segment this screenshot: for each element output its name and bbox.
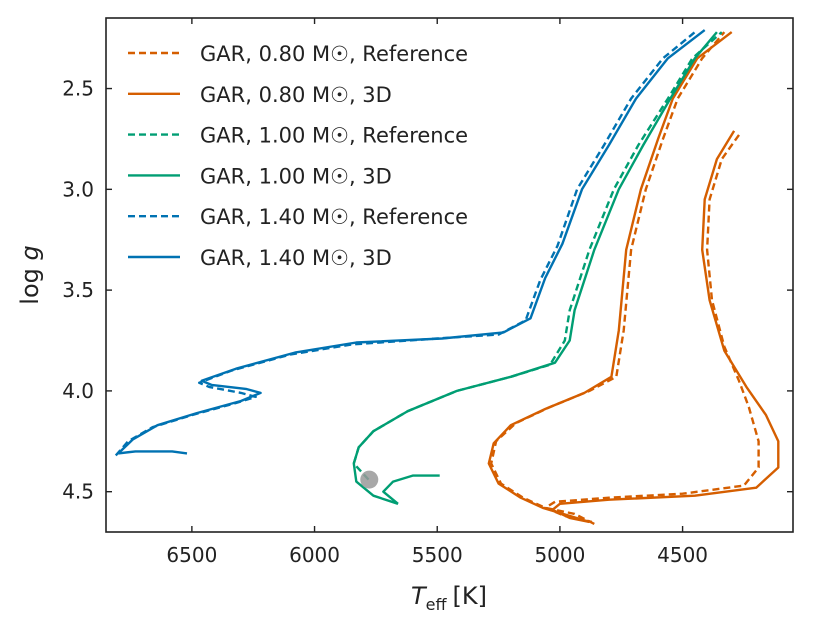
series-line-6 xyxy=(352,31,718,505)
sun-marker xyxy=(360,470,379,489)
x-tick-label: 6000 xyxy=(289,543,340,567)
y-axis-label: log g xyxy=(16,245,44,304)
y-tick-label: 3.5 xyxy=(62,278,94,302)
series-line-2 xyxy=(551,130,780,524)
legend-label: GAR, 0.80 M☉, Reference xyxy=(200,42,468,66)
series-line-1 xyxy=(544,134,760,524)
plot-frame xyxy=(105,17,794,533)
series-layer xyxy=(114,29,780,525)
series-line-10 xyxy=(118,450,188,455)
series-line-9 xyxy=(117,29,706,455)
y-tick-label: 3.0 xyxy=(62,177,94,201)
y-tick-label: 4.0 xyxy=(62,379,94,403)
y-tick-label: 4.5 xyxy=(62,480,94,504)
x-tick-label: 4500 xyxy=(657,543,708,567)
x-tick-label: 5500 xyxy=(412,543,463,567)
legend-label: GAR, 1.40 M☉, 3D xyxy=(200,246,392,270)
x-axis-label: Teff [K] xyxy=(411,582,487,614)
legend-label: GAR, 1.00 M☉, 3D xyxy=(200,164,392,188)
y-axis: 2.5 3.0 3.5 4.0 4.5 xyxy=(62,77,793,504)
series-line-7 xyxy=(382,474,440,505)
legend-label: GAR, 1.00 M☉, Reference xyxy=(200,124,468,148)
x-tick-label: 5000 xyxy=(534,543,585,567)
series-line-4 xyxy=(487,31,733,524)
series-line-3 xyxy=(490,31,726,525)
y-tick-label: 2.5 xyxy=(62,77,94,101)
x-axis: 6500 6000 5500 5000 4500 xyxy=(166,18,708,567)
x-tick-label: 6500 xyxy=(166,543,217,567)
marker-layer xyxy=(360,470,379,489)
legend-label: GAR, 0.80 M☉, 3D xyxy=(200,83,392,107)
legend: GAR, 0.80 M☉, Reference GAR, 0.80 M☉, 3D G… xyxy=(128,42,468,270)
legend-label: GAR, 1.40 M☉, Reference xyxy=(200,205,468,229)
